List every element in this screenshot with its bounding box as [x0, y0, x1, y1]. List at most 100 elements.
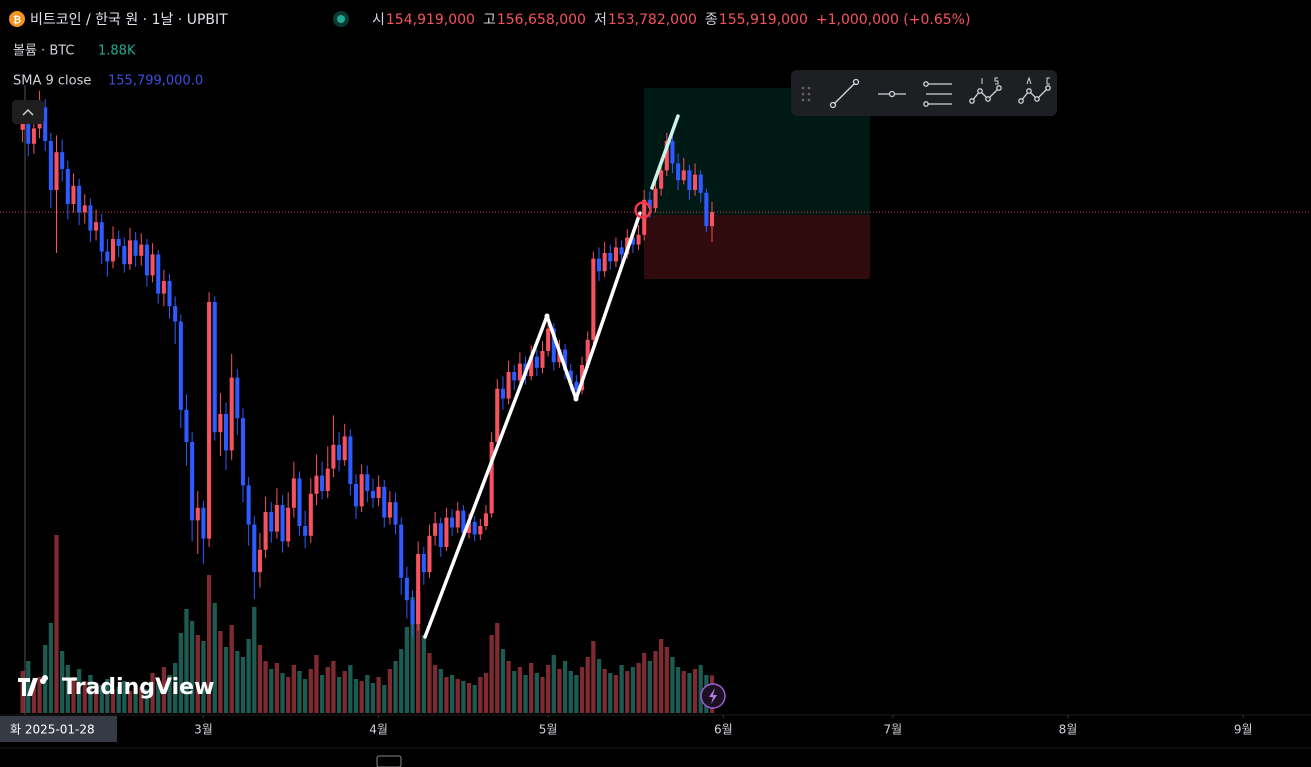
volume-bar [698, 665, 703, 713]
volume-bar [353, 679, 359, 713]
candle-body [698, 174, 703, 193]
candle-body [348, 436, 353, 484]
volume-bar [122, 681, 127, 713]
candle-body [472, 521, 477, 535]
tool-pattern-15[interactable] [969, 85, 1002, 104]
volume-bar [551, 655, 556, 713]
volume-bar [110, 689, 116, 713]
candle-body [190, 442, 195, 521]
volume-bar [325, 667, 330, 713]
volume-bar [71, 677, 76, 713]
candle-body [495, 388, 500, 442]
candle-body [127, 240, 133, 265]
volume-bar [291, 665, 296, 713]
volume-bar [500, 649, 506, 713]
candle-body [664, 141, 669, 171]
volume-bar [240, 657, 246, 713]
position-entry-marker[interactable] [634, 201, 652, 219]
ohlc-value: 153,782,000 [608, 12, 697, 28]
volume-bar [116, 687, 121, 713]
volume-bar [664, 647, 669, 713]
candle-body [387, 502, 392, 518]
candle-body [670, 141, 675, 164]
watermark-logo-dot [40, 678, 46, 684]
drawing-point[interactable] [573, 396, 579, 402]
ohlc-value: 154,919,000 [386, 12, 475, 28]
candle-body [167, 281, 172, 307]
candle-body [602, 253, 607, 272]
volume-bar [314, 655, 319, 713]
tool-fib[interactable] [923, 81, 952, 107]
volume-bar [54, 535, 59, 713]
volume-bar [342, 671, 347, 713]
volume-bar [88, 675, 93, 713]
volume-bar [596, 659, 602, 713]
volume-bar [161, 667, 167, 713]
candle-body [450, 517, 455, 528]
ohlc-value: 155,919,000 [719, 12, 808, 28]
market-status-dot[interactable] [337, 15, 345, 23]
volume-bar [574, 675, 579, 713]
candle-body [455, 510, 460, 528]
date-range-button[interactable] [376, 755, 402, 767]
volume-bar [495, 623, 500, 713]
volume-bar [376, 677, 381, 713]
x-tick-label: 3월 [194, 723, 213, 737]
candle-body [529, 356, 534, 377]
candle-body [212, 302, 217, 433]
volume-bar [630, 667, 636, 713]
volume-bar [619, 665, 624, 713]
volume-bar [302, 679, 308, 713]
volume-legend-value: 1.88K [98, 44, 136, 59]
candle-body [540, 351, 545, 368]
volume-bar [692, 669, 698, 713]
candle-body [20, 120, 25, 130]
volume-bar [540, 677, 545, 713]
ohlc-key: 저 [594, 12, 607, 28]
toolbar-grip[interactable] [801, 86, 811, 102]
candle-body [184, 409, 189, 442]
candle-body [636, 234, 641, 245]
candle-body [370, 491, 375, 498]
candle-body [517, 363, 522, 381]
crosshair-date-label: 화 2025-01-28 [10, 723, 95, 737]
volume-bar [410, 597, 415, 713]
x-tick-label: 7월 [883, 723, 902, 737]
collapse-button[interactable] [12, 100, 44, 124]
x-tick-label: 8월 [1059, 723, 1078, 737]
tool-pattern-ac[interactable] [1018, 85, 1051, 104]
tool-ray[interactable] [878, 90, 906, 98]
volume-bar [427, 653, 432, 713]
volume-bar [585, 657, 590, 713]
candle-body [681, 170, 686, 181]
volume-bar [133, 685, 138, 713]
candle-body [314, 475, 319, 494]
candle-body [77, 185, 82, 213]
position-loss-zone[interactable] [644, 215, 870, 279]
candle-body [676, 163, 681, 181]
volume-bar [229, 625, 234, 713]
candle-body [99, 222, 104, 252]
candle-body [161, 281, 166, 294]
watermark-logo [18, 675, 48, 696]
volume-bar [178, 633, 183, 713]
drawing-segment[interactable] [650, 114, 680, 190]
drawing-zigzag[interactable] [423, 211, 642, 639]
tool-trendline[interactable] [829, 78, 860, 109]
volume-bar [438, 669, 443, 713]
candle-body [382, 486, 387, 518]
lightning-button[interactable] [700, 683, 726, 709]
volume-bar [432, 665, 438, 713]
candle-body [71, 185, 76, 204]
volume-bar [212, 603, 217, 713]
drawing-point[interactable] [544, 313, 550, 319]
candle-body [709, 212, 715, 227]
candle-body [178, 321, 183, 410]
volume-bar [257, 645, 263, 713]
volume-bar [681, 671, 686, 713]
symbol-title[interactable]: 비트코인 / 한국 원 · 1날 · UPBIT [30, 12, 228, 28]
candle-layer [20, 90, 715, 637]
candle-body [308, 493, 313, 536]
candle-body [659, 170, 664, 189]
